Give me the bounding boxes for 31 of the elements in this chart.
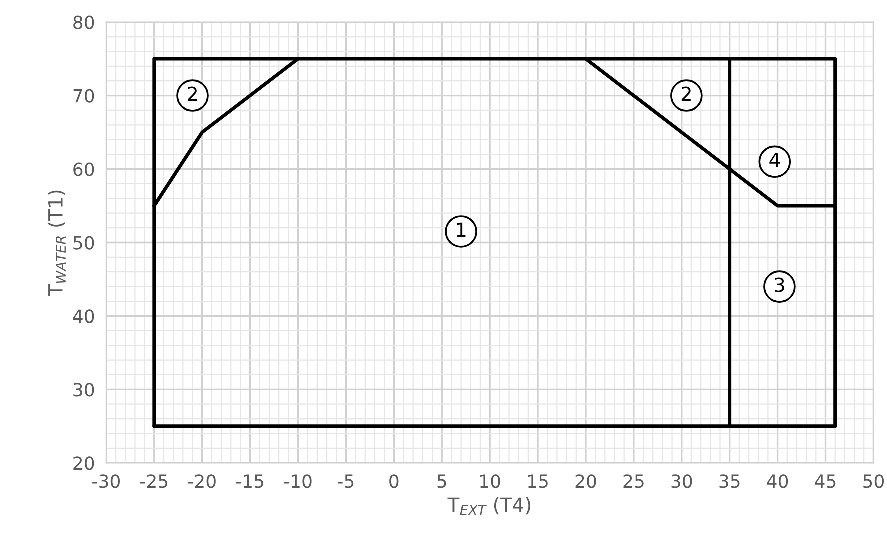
x-tick-label: 5 [438,474,446,488]
annotation: 3 [775,278,784,292]
x-tick-label: 40 [767,474,788,488]
x-tick-label: -30 [92,474,120,488]
y-tick-label: 60 [74,162,94,176]
annotation: 4 [770,153,780,168]
x-tick-label: 30 [672,474,692,488]
x-tick-label: 20 [576,474,596,488]
x-tick-label: 25 [624,474,644,488]
y-tick-label: 80 [74,16,94,30]
annotation: 2 [188,86,197,102]
x-tick-label: -20 [188,474,216,488]
x-tick-label: -5 [338,474,354,488]
annotation: 1 [457,222,466,238]
y-tick-label: 30 [74,383,94,397]
y-tick-label: 70 [74,89,94,103]
annotation: 2 [682,86,691,102]
y-tick-label: 40 [73,310,94,324]
x-tick-label: 10 [480,474,500,488]
x-tick-label: -10 [284,474,312,488]
x-tick-label: 50 [864,474,884,488]
x-tick-label: -25 [140,474,168,488]
x-tick-label: 15 [528,474,548,488]
x-tick-label: 0 [390,474,399,488]
x-tick-label: -15 [236,474,264,488]
y-tick-label: 20 [74,456,94,470]
y-axis-title: T$_{WATER}$ (T1) [48,190,66,297]
x-tick-label: 35 [720,474,740,488]
x-tick-label: 45 [815,474,836,488]
x-axis-title: T$_{EXT}$ (T4) [448,497,531,516]
y-tick-label: 50 [74,236,94,250]
